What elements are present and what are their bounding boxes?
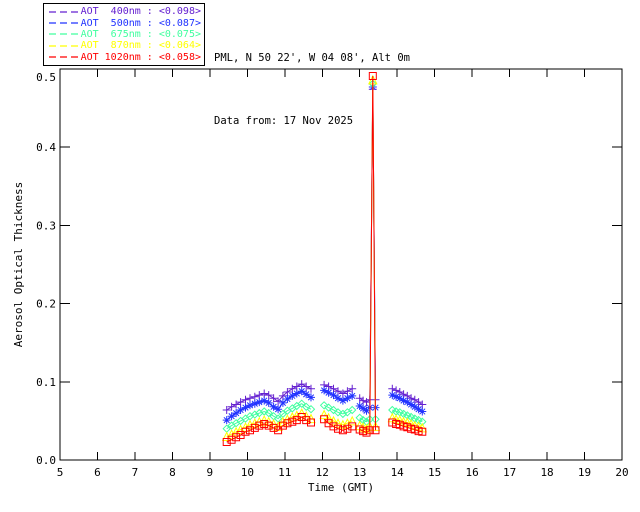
- series-markers-square: [388, 418, 427, 436]
- series-line: [323, 414, 353, 426]
- station-info: PML, N 50 22', W 04 08', Alt 0m Data fro…: [214, 6, 410, 174]
- station-location-text: PML, N 50 22', W 04 08', Alt 0m: [214, 52, 410, 64]
- legend-entry-label: AOT 400nm : <0.098>: [80, 6, 201, 18]
- axes: [59, 68, 623, 461]
- series-line: [226, 416, 312, 443]
- x-tick-label: 15: [428, 466, 441, 479]
- x-tick-label: 16: [466, 466, 479, 479]
- x-tick-label: 6: [94, 466, 101, 479]
- series-markers-asterisk: [222, 387, 315, 425]
- series-markers-square: [320, 415, 357, 435]
- plot-border: [59, 68, 623, 461]
- legend-entry-label: AOT 870nm : <0.064>: [80, 40, 201, 52]
- x-tick-label: 12: [316, 466, 329, 479]
- series-aot-1020nm: [222, 72, 427, 446]
- legend-dashed-line: [49, 56, 78, 58]
- x-tick-label: 19: [578, 466, 591, 479]
- x-tick-label: 8: [169, 466, 176, 479]
- legend-entry-label: AOT 1020nm : <0.058>: [80, 51, 201, 63]
- y-tick-label: 0.1: [36, 376, 56, 389]
- y-tick-label: 0.4: [36, 141, 56, 154]
- series-markers-square: [222, 413, 315, 446]
- axis-labels: 5 6 7 8 9 10 11 12 13 14 15 16 17 18 19 20 0.0 0.1 0.2 0.3 0…: [12, 71, 629, 494]
- series-markers-asterisk: [320, 386, 357, 405]
- x-axis-title: Time (GMT): [308, 481, 374, 494]
- x-tick-label: 17: [503, 466, 516, 479]
- legend-dashed-line: [49, 11, 78, 13]
- legend-entry-label: AOT 675nm : <0.075>: [80, 28, 201, 40]
- legend-entry-label: AOT 500nm : <0.087>: [80, 17, 201, 29]
- x-tick-label: 11: [278, 466, 291, 479]
- series-markers-plus: [320, 380, 357, 398]
- legend-entry-aot-500nm: AOT 500nm : <0.087>: [48, 17, 201, 29]
- x-tick-label: 7: [132, 466, 139, 479]
- series-markers-square: [355, 72, 380, 437]
- legend-entry-aot-1020nm: AOT 1020nm : <0.058>: [48, 52, 201, 63]
- x-tick-label: 14: [391, 466, 405, 479]
- legend-dashed-line: [49, 45, 78, 47]
- series-markers-plus: [222, 380, 315, 414]
- legend-entry-aot-870nm: AOT 870nm : <0.064>: [48, 40, 201, 51]
- series-line: [323, 418, 353, 431]
- series-markers-plus: [388, 384, 427, 409]
- series-line: [323, 404, 353, 415]
- legend-dashed-line: [49, 22, 78, 24]
- y-axis-title: Aerosol Optical Thickness: [12, 182, 25, 348]
- legend-dashed-line: [49, 33, 78, 36]
- y-tick-label: 0.3: [36, 219, 56, 232]
- series-markers-triangle: [319, 409, 358, 430]
- series-line: [226, 403, 312, 430]
- x-tick-label: 5: [57, 466, 64, 479]
- x-tick-label: 13: [353, 466, 366, 479]
- x-tick-label: 18: [540, 466, 553, 479]
- x-tick-label: 9: [207, 466, 214, 479]
- legend-entry-aot-400nm: AOT 400nm : <0.098>: [48, 6, 201, 17]
- series-markers-asterisk: [388, 391, 427, 416]
- x-tick-label: 10: [241, 466, 254, 479]
- data-date-text: Data from: 17 Nov 2025: [214, 115, 354, 127]
- series-markers-diamond: [319, 401, 357, 419]
- legend-entry-aot-675nm: AOT 675nm : <0.075>: [48, 29, 201, 40]
- x-tick-label: 20: [615, 466, 628, 479]
- y-tick-label: 0.0: [36, 454, 56, 467]
- legend: AOT 400nm : <0.098> AOT 500nm : <0.087> AO…: [43, 3, 205, 66]
- y-tick-label: 0.5: [36, 71, 56, 84]
- y-tick-label: 0.2: [36, 298, 56, 311]
